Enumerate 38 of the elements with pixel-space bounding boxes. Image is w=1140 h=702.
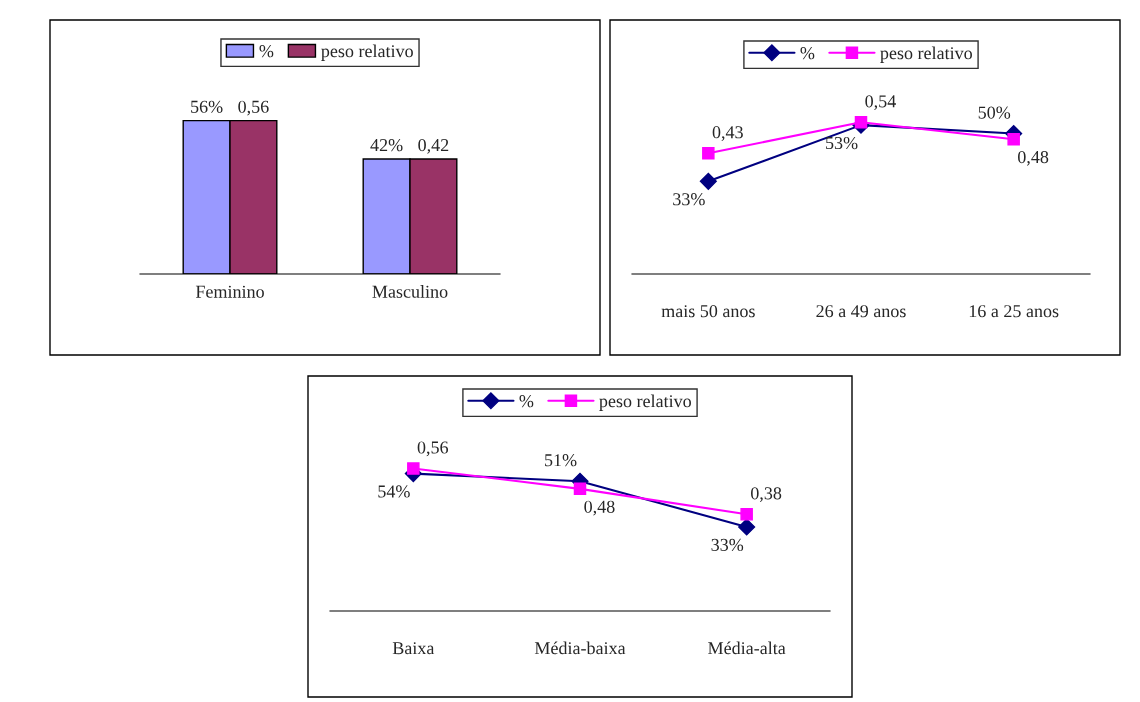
data-label: 53% (826, 136, 858, 150)
legend-label: peso relativo (880, 46, 972, 63)
legend-label: peso relativo (599, 394, 691, 411)
data-label: 0,43 (712, 126, 743, 141)
data-label: 0,54 (865, 95, 896, 111)
x-tick-label: Feminino (195, 285, 264, 298)
point (702, 146, 715, 160)
x-tick-label: 16 a 25 anos (969, 305, 1059, 318)
point (738, 518, 756, 536)
point (1007, 132, 1020, 146)
x-tick-label: Média-baixa (534, 641, 626, 655)
point (407, 462, 420, 475)
data-label: 0,56 (238, 100, 269, 116)
data-label: 0,48 (584, 500, 615, 516)
point (740, 508, 753, 521)
data-label: 50% (978, 106, 1011, 119)
data-label: 42% (370, 138, 403, 152)
data-label: 33% (711, 538, 744, 552)
data-label: 51% (545, 454, 577, 467)
data-label: 0,38 (751, 487, 782, 502)
point (699, 172, 717, 190)
data-label: 56% (191, 100, 223, 113)
legend-label: peso relativo (321, 44, 413, 61)
legend-label: % (519, 395, 534, 408)
data-label: 33% (673, 193, 705, 206)
data-label: 0,42 (418, 138, 449, 154)
x-tick-label: Média-alta (708, 641, 786, 655)
point (573, 482, 587, 496)
point (854, 116, 868, 129)
x-tick-label: mais 50 anos (661, 305, 755, 318)
x-tick-label: Baixa (392, 642, 435, 655)
data-label: 0,56 (417, 441, 449, 457)
x-tick-label: 26 a 49 anos (816, 305, 906, 318)
data-label: 54% (378, 485, 410, 498)
data-label: 0,48 (1018, 150, 1049, 166)
legend-label: % (259, 45, 274, 58)
x-tick-label: Masculino (372, 285, 448, 298)
legend-label: % (800, 47, 815, 60)
